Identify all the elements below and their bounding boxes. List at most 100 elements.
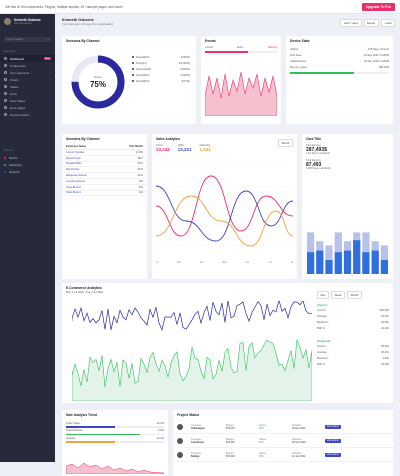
sidebar-item-form-elements[interactable]: Form elements › xyxy=(0,69,55,76)
tab-day[interactable]: Day xyxy=(317,291,329,300)
export-button[interactable]: Export xyxy=(363,19,379,28)
tab-critical[interactable]: Critical xyxy=(205,46,213,49)
sidebar-user[interactable]: Kenneth Osborne Web Developer xyxy=(0,14,55,29)
legend-marker xyxy=(132,56,134,58)
stat-value: 69,261 xyxy=(381,314,389,318)
add-button[interactable]: + Add xyxy=(380,19,395,28)
earning-bar-chart xyxy=(307,232,388,274)
trend-progress-fill xyxy=(66,426,115,428)
tab-week[interactable]: Week xyxy=(330,291,346,300)
tab-month[interactable]: Month xyxy=(347,291,362,300)
bar-value xyxy=(343,250,352,274)
card-title-card: Card Title Total Earning 287,493$ 1.4% S… xyxy=(302,134,393,279)
edit-actions-button[interactable]: edit actions xyxy=(325,438,341,443)
page-title: Kenneth Osborne xyxy=(62,18,94,22)
stat-value: 25,261 xyxy=(381,350,389,354)
search-icon: ⌕ xyxy=(47,38,49,41)
employee-name[interactable]: Marguerite Pearson xyxy=(66,174,87,178)
project-item-marketing[interactable]: Marketing xyxy=(0,161,55,168)
table-row[interactable]: Helen Benson $43 xyxy=(62,191,147,197)
date-range-button[interactable]: Last 7 days xyxy=(340,19,362,28)
table-row[interactable]: Alta Fletcher $233 xyxy=(62,167,147,174)
chevron-right-icon: › xyxy=(50,99,51,102)
table-row[interactable]: Douglas White $612 xyxy=(62,162,147,168)
earning-sub-1: 1.4% Since Last Month xyxy=(306,153,330,155)
outbound-area xyxy=(72,339,312,401)
legend-name: Firewalls(3) xyxy=(132,56,149,59)
table-row[interactable]: Connor Chandler $ 4909 xyxy=(62,150,147,156)
tab-error[interactable]: Error xyxy=(237,46,243,49)
sidebar-item-tables[interactable]: Tables › xyxy=(0,83,55,90)
sidebar-item-dashboard[interactable]: Dashboard New xyxy=(0,55,55,62)
donut-value: 75% xyxy=(90,80,106,89)
employee-name[interactable]: Leonard Gutierrez xyxy=(66,179,86,183)
menu-icon xyxy=(4,57,7,60)
chevron-right-icon: › xyxy=(50,106,51,109)
sales-series-2 xyxy=(156,195,293,247)
section-main-menu: Main Menu xyxy=(4,50,16,53)
company-logo xyxy=(177,423,183,430)
chevron-right-icon: › xyxy=(50,64,51,67)
stat-key: Average xyxy=(317,314,327,318)
device-stat-row: Memory space 168.3GB xyxy=(286,64,393,70)
company-name: Volkswagen xyxy=(191,426,205,430)
device-stat-row: Collected time 23 Sep 2019, 2.04PM xyxy=(286,58,393,64)
bar-value xyxy=(362,252,370,274)
trend-key: Order Value xyxy=(66,421,80,425)
stat-key: Current xyxy=(317,344,326,348)
edit-actions-button[interactable]: edit actions xyxy=(325,424,341,429)
employee-name[interactable]: Connor Chandler xyxy=(66,150,85,154)
ecom-range[interactable]: Mon 1 Jul 2019 - Tue 2 Jul 2019 xyxy=(66,291,104,294)
employee-name[interactable]: Helen Benson xyxy=(66,185,82,189)
month-button[interactable]: Month xyxy=(278,139,293,148)
sidebar-item-documentation[interactable]: Documentation › xyxy=(0,111,55,118)
employee-name[interactable]: Helen Benson xyxy=(66,191,82,195)
sidebar-search-input[interactable]: Type to search ⌕ xyxy=(4,37,51,42)
session-legend-row: Firewalls(3) 7(100%) xyxy=(128,72,194,78)
legend-name: Ports(12) xyxy=(132,62,147,65)
employee-value: $857 xyxy=(137,156,143,160)
project-row[interactable]: Company Land Rover Budget $74,000 Status 68% D… xyxy=(173,434,393,448)
earning-sub-2: 5.43% Since Last Month xyxy=(306,168,331,170)
sidebar-item-icons[interactable]: Icons › xyxy=(0,90,55,97)
stat-value: 168.3GB xyxy=(378,65,389,69)
employee-name[interactable]: Russell Floyd xyxy=(66,156,81,160)
legend-marker xyxy=(132,80,134,82)
sales-stat-label: Online xyxy=(156,144,163,147)
project-dot xyxy=(4,170,6,173)
sidebar-item-charts[interactable]: Charts › xyxy=(0,76,55,83)
project-row[interactable]: Company Volkswagen Budget $74,000 Status 68% D… xyxy=(173,420,393,434)
cardtitle-title: Card Title xyxy=(306,137,322,141)
user-role: Web Developer xyxy=(14,22,32,25)
edit-actions-button[interactable]: edit actions xyxy=(325,452,341,457)
page-subtitle: Your last login: 21h ago from newzealand xyxy=(62,22,114,26)
bar-value xyxy=(316,250,324,274)
sidebar-item-user-pages[interactable]: User Pages › xyxy=(0,97,55,104)
table-row[interactable]: Russell Floyd $857 xyxy=(62,156,147,162)
project-row[interactable]: Company Bentley Budget $74,000 Status 68% Dead… xyxy=(173,448,393,462)
chevron-right-icon: › xyxy=(50,92,51,95)
upgrade-button[interactable]: Upgrade To Pro xyxy=(361,2,395,11)
sidebar-item-label: Form elements xyxy=(10,70,30,75)
top-banner: Get this UI Kit components, Plugins, mul… xyxy=(0,0,400,14)
employee-value: $612 xyxy=(137,162,143,166)
table-row[interactable]: Marguerite Pearson $233 xyxy=(62,173,147,179)
stat-key: Average xyxy=(317,350,327,354)
project-status-card: Project Status Company Volkswagen Budget $7… xyxy=(173,410,393,476)
tab-warning[interactable]: Warning xyxy=(267,46,277,49)
sidebar-item-error-pages[interactable]: Error pages › xyxy=(0,104,55,111)
employee-name[interactable]: Alta Fletcher xyxy=(66,168,80,172)
employee-name[interactable]: Douglas White xyxy=(66,162,82,166)
status-value: 68% xyxy=(259,440,264,444)
table-row[interactable]: Leonard Gutierrez $35 xyxy=(62,179,147,185)
table-row[interactable]: Helen Benson $43 xyxy=(62,185,147,191)
status-value: 68% xyxy=(259,426,264,430)
stat-key: Maximum xyxy=(317,320,329,324)
project-item-network[interactable]: Network xyxy=(0,168,55,175)
legend-name: Servers(233) xyxy=(132,68,151,71)
project-item-mobile[interactable]: Mobile xyxy=(0,154,55,161)
new-badge: New xyxy=(43,57,51,60)
sidebar-item-ui-elements[interactable]: UI Elements › xyxy=(0,62,55,69)
events-card: Events Critical Error Warning xyxy=(201,36,281,124)
session-legend-row: Servers(233) 2(100%) xyxy=(128,66,194,72)
